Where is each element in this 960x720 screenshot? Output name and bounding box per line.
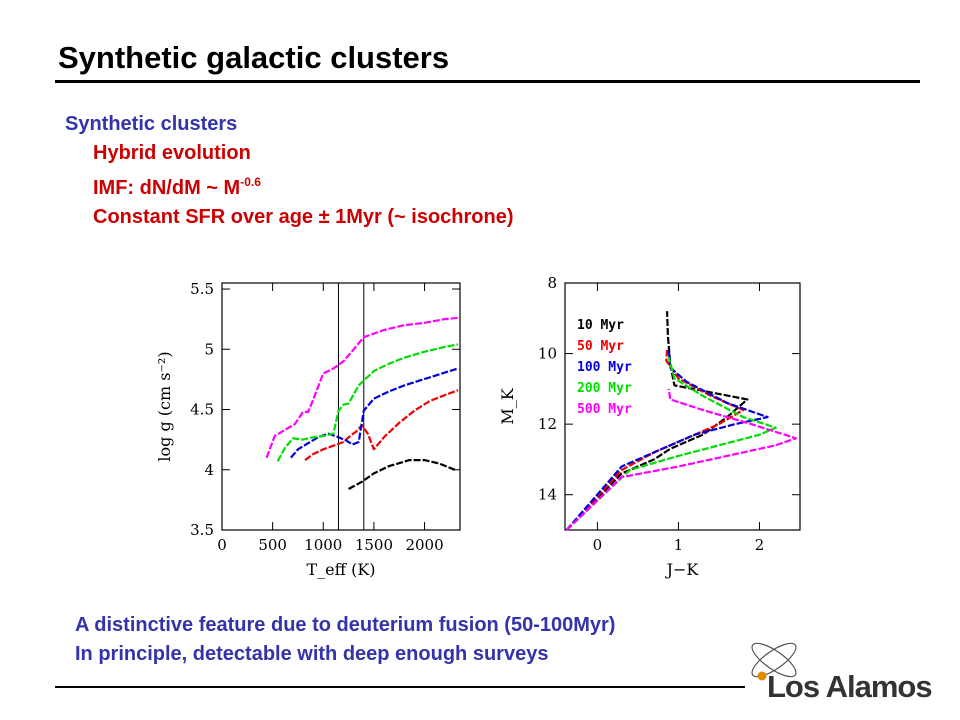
x-tick-label: 500 (258, 536, 287, 554)
x-tick-label: 1 (674, 536, 684, 554)
y-tick-label: 8 (547, 274, 557, 292)
series-line (276, 343, 459, 462)
series-line (565, 356, 777, 531)
bullet-list: Synthetic clusters Hybrid evolution IMF:… (65, 110, 514, 232)
y-tick-label: 10 (538, 345, 557, 363)
log-g-vs-teff-chart: 0 500 1000 1500 2000 3.5 4 4.5 5 5.5 T_eff (K) log … (155, 280, 461, 579)
y-tick-label: 5 (204, 340, 214, 358)
x-tick-label: 0 (217, 536, 227, 554)
x-axis-label: T_eff (K) (306, 560, 375, 579)
y-tick-label: 4.5 (190, 401, 214, 419)
legend-entry: 500 Myr (577, 402, 632, 417)
note-line: A distinctive feature due to deuterium f… (75, 614, 616, 636)
note-line: In principle, detectable with deep enoug… (75, 643, 549, 665)
plot-frame (221, 282, 461, 531)
x-tick-label: 1500 (355, 536, 393, 554)
bullet-heading: Synthetic clusters (65, 113, 238, 135)
x-tick-label: 1000 (304, 536, 342, 554)
x-tick-label: 2 (755, 536, 765, 554)
bullet-item-text: IMF: dN/dM ~ M (93, 177, 241, 199)
series-line (265, 316, 459, 459)
y-tick-label: 3.5 (190, 521, 214, 539)
x-tick-label: 0 (593, 536, 603, 554)
slide-title: Synthetic galactic clusters (58, 40, 450, 75)
title-rule (55, 80, 920, 83)
series-line (348, 459, 456, 490)
bottom-rule (55, 686, 745, 688)
legend-entry: 100 Myr (577, 360, 632, 375)
x-axis-label: J−K (665, 560, 700, 579)
notes: A distinctive feature due to deuterium f… (75, 611, 615, 669)
series-line (290, 367, 459, 459)
y-tick-label: 12 (538, 415, 557, 433)
plot-frame (564, 282, 801, 531)
bullet-item-text: Hybrid evolution (93, 142, 251, 164)
series-line (565, 388, 797, 531)
legend-entry: 10 Myr (577, 318, 624, 333)
y-axis-label: log g (cm s⁻²) (155, 351, 174, 461)
bullet-item: IMF: dN/dM ~ M-0.6 (65, 168, 514, 203)
bullet-item: Hybrid evolution (65, 139, 514, 168)
logo-text: Los Alamos (767, 669, 933, 704)
legend-entry: 200 Myr (577, 381, 632, 396)
x-tick-label: 2000 (405, 536, 443, 554)
legend-entry: 50 Myr (577, 339, 624, 354)
y-tick-label: 4 (204, 461, 214, 479)
y-tick-label: 5.5 (190, 280, 214, 298)
bullet-item-exponent: -0.6 (240, 175, 261, 189)
y-tick-label: 14 (538, 486, 557, 504)
los-alamos-logo: Los Alamos (740, 632, 950, 712)
series-line (304, 389, 459, 461)
atom-orbit-icon (751, 642, 797, 681)
bullet-item-text: Constant SFR over age ± 1Myr (~ isochron… (93, 206, 514, 228)
y-axis-label: M_K (498, 387, 517, 424)
bullet-item: Constant SFR over age ± 1Myr (~ isochron… (65, 203, 514, 232)
